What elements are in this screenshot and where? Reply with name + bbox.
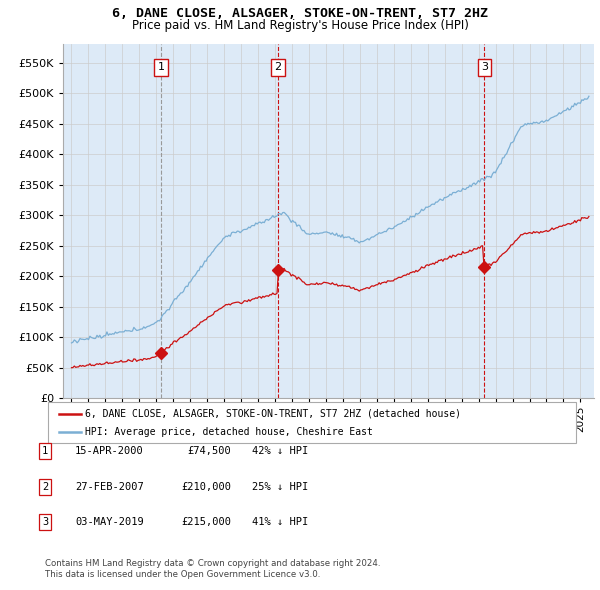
Text: 03-MAY-2019: 03-MAY-2019 [75, 517, 144, 527]
Text: 41% ↓ HPI: 41% ↓ HPI [252, 517, 308, 527]
Text: 6, DANE CLOSE, ALSAGER, STOKE-ON-TRENT, ST7 2HZ: 6, DANE CLOSE, ALSAGER, STOKE-ON-TRENT, … [112, 7, 488, 20]
Text: Contains HM Land Registry data © Crown copyright and database right 2024.
This d: Contains HM Land Registry data © Crown c… [45, 559, 380, 579]
Text: Price paid vs. HM Land Registry's House Price Index (HPI): Price paid vs. HM Land Registry's House … [131, 19, 469, 32]
Text: £74,500: £74,500 [187, 447, 231, 456]
Text: 27-FEB-2007: 27-FEB-2007 [75, 482, 144, 491]
Text: 2: 2 [274, 63, 281, 72]
Text: 42% ↓ HPI: 42% ↓ HPI [252, 447, 308, 456]
Text: 25% ↓ HPI: 25% ↓ HPI [252, 482, 308, 491]
Text: 1: 1 [42, 447, 48, 456]
Text: £215,000: £215,000 [181, 517, 231, 527]
Text: 2: 2 [42, 482, 48, 491]
Text: 6, DANE CLOSE, ALSAGER, STOKE-ON-TRENT, ST7 2HZ (detached house): 6, DANE CLOSE, ALSAGER, STOKE-ON-TRENT, … [85, 409, 461, 419]
Text: 3: 3 [481, 63, 488, 72]
Text: 15-APR-2000: 15-APR-2000 [75, 447, 144, 456]
Text: 1: 1 [158, 63, 165, 72]
Text: 3: 3 [42, 517, 48, 527]
Text: HPI: Average price, detached house, Cheshire East: HPI: Average price, detached house, Ches… [85, 428, 373, 437]
Text: £210,000: £210,000 [181, 482, 231, 491]
